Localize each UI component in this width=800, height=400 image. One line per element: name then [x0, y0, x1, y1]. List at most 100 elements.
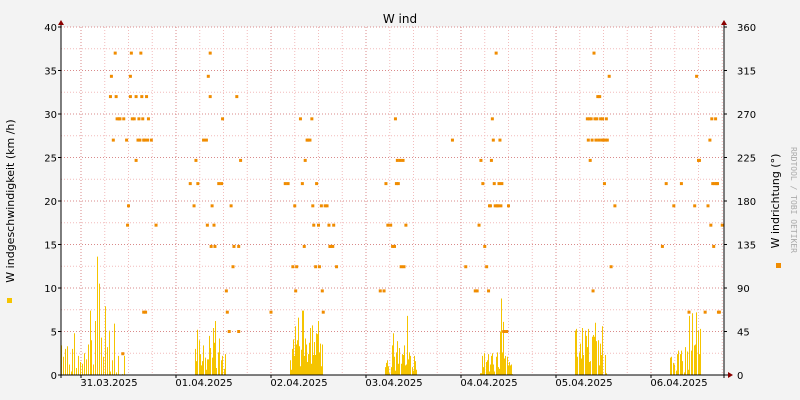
- direction-point: [208, 51, 212, 55]
- direction-point: [717, 310, 721, 314]
- direction-point: [492, 182, 496, 186]
- direction-point: [312, 223, 316, 227]
- direction-point: [128, 95, 132, 99]
- direction-point: [115, 117, 119, 121]
- direction-point: [149, 138, 153, 142]
- x-tick-label: 02.04.2025: [270, 378, 327, 389]
- x-tick-label: 06.04.2025: [650, 378, 707, 389]
- direction-point: [664, 182, 668, 186]
- direction-point: [295, 265, 299, 269]
- direction-point: [399, 265, 403, 269]
- x-tick-label: 31.03.2025: [80, 378, 137, 389]
- direction-point: [488, 204, 492, 208]
- direction-point: [601, 117, 605, 121]
- direction-point: [237, 330, 241, 333]
- direction-point: [221, 117, 225, 121]
- direction-point: [306, 138, 310, 142]
- direction-point: [592, 51, 596, 55]
- y-right-tick-label: 270: [737, 110, 756, 121]
- direction-point: [481, 182, 485, 186]
- direction-point: [464, 265, 468, 269]
- direction-point: [485, 265, 489, 269]
- direction-point: [209, 244, 213, 248]
- y-right-tick-label: 45: [737, 328, 750, 339]
- direction-point: [302, 244, 306, 248]
- direction-point: [496, 204, 500, 208]
- direction-series: [108, 51, 724, 356]
- direction-point: [220, 182, 224, 186]
- direction-point: [154, 223, 158, 227]
- direction-point: [693, 204, 697, 208]
- direction-point: [595, 117, 599, 121]
- direction-point: [145, 95, 149, 99]
- direction-point: [714, 117, 718, 121]
- direction-point: [202, 138, 206, 142]
- direction-point: [317, 223, 320, 227]
- direction-point: [329, 244, 333, 248]
- y-left-tick-label: 15: [44, 241, 57, 252]
- direction-point: [229, 204, 233, 208]
- speed-series: [61, 256, 701, 375]
- direction-point: [225, 310, 229, 314]
- direction-point: [391, 244, 395, 248]
- direction-point: [498, 138, 502, 142]
- direction-point: [600, 138, 604, 142]
- direction-point: [286, 182, 290, 186]
- direction-point: [139, 51, 143, 55]
- direction-point: [143, 138, 147, 142]
- y-right-tick-label: 180: [737, 197, 756, 208]
- direction-point: [224, 289, 228, 293]
- direction-point: [602, 138, 605, 142]
- direction-point: [235, 95, 239, 99]
- direction-point: [134, 158, 138, 162]
- direction-point: [590, 138, 594, 142]
- watermark: RRDTOOL / TOBI OETIKER: [789, 147, 798, 253]
- direction-point: [121, 352, 125, 356]
- direction-point: [291, 265, 295, 269]
- direction-point: [212, 223, 216, 227]
- direction-point: [311, 204, 315, 208]
- direction-point: [450, 138, 454, 142]
- direction-point: [144, 310, 148, 314]
- direction-point: [108, 95, 112, 99]
- y-left-tick-label: 5: [51, 328, 57, 339]
- direction-point: [134, 95, 138, 99]
- chart-title: W ind: [383, 12, 417, 26]
- y-left-tick-label: 30: [44, 110, 57, 121]
- direction-point: [213, 244, 217, 248]
- direction-point: [239, 158, 243, 162]
- direction-point: [697, 158, 701, 162]
- legend-swatch-direction: [776, 263, 781, 268]
- direction-point: [494, 51, 498, 55]
- y-right-tick-label: 315: [737, 67, 756, 78]
- direction-point: [401, 158, 405, 162]
- direction-point: [393, 244, 396, 248]
- direction-point: [497, 182, 501, 186]
- direction-point: [113, 51, 117, 55]
- direction-point: [394, 182, 398, 186]
- direction-point: [132, 117, 136, 121]
- direction-point: [500, 182, 504, 186]
- direction-point: [593, 117, 597, 121]
- direction-point: [473, 289, 477, 293]
- y-left-tick-label: 20: [44, 197, 57, 208]
- direction-point: [141, 117, 145, 121]
- direction-point: [487, 289, 491, 293]
- direction-point: [587, 117, 591, 121]
- direction-point: [125, 138, 129, 142]
- x-axis-arrow: [728, 372, 733, 378]
- tick-labels: 0 5 10 15 20 25 30 35 40 0 45 90 135 180 225 270 315 360 3…: [44, 23, 756, 389]
- direction-point: [194, 158, 198, 162]
- direction-point: [303, 158, 307, 162]
- direction-point: [713, 182, 717, 186]
- direction-point: [146, 138, 149, 142]
- direction-point: [711, 182, 715, 186]
- direction-point: [602, 182, 606, 186]
- y-axis-right-label: W indrichtung (°): [769, 154, 782, 249]
- y-left-tick-label: 10: [44, 284, 57, 295]
- direction-point: [389, 223, 393, 227]
- direction-point: [609, 265, 613, 269]
- direction-point: [708, 138, 712, 142]
